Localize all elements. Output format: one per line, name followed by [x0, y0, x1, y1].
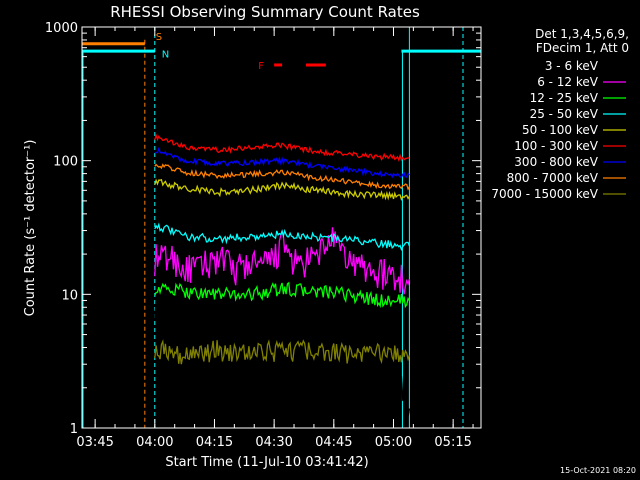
y-tick-label: 10	[61, 288, 78, 303]
series-line	[154, 339, 411, 365]
x-tick-label: 04:15	[196, 435, 233, 450]
series-line	[154, 222, 411, 252]
y-axis-label: Count Rate (s⁻¹ detector⁻¹)	[23, 140, 38, 317]
legend-entry-label: 6 - 12 keV	[537, 75, 599, 89]
legend-entry-label: 100 - 300 keV	[514, 139, 598, 153]
legend-entry-label: 7000 - 15000 keV	[491, 187, 598, 201]
legend-header-line: Det 1,3,4,5,6,9,	[535, 27, 629, 41]
chart-title: RHESSI Observing Summary Count Rates	[110, 3, 420, 21]
x-tick-label: 04:45	[315, 435, 352, 450]
legend-entry-label: 800 - 7000 keV	[507, 171, 599, 185]
legend-entry-label: 3 - 6 keV	[545, 59, 599, 73]
y-tick-label: 1000	[45, 21, 78, 36]
x-tick-label: 05:15	[434, 435, 471, 450]
series-line	[154, 146, 410, 179]
legend-entry-label: 25 - 50 keV	[530, 107, 599, 121]
series-line	[154, 236, 411, 417]
chart-marks	[154, 133, 411, 417]
series-line	[154, 133, 410, 162]
series-line	[154, 163, 410, 191]
y-tick-label: 1	[70, 422, 78, 437]
plot-area: SN F	[82, 27, 481, 428]
annotation-label: F	[258, 61, 264, 72]
series-line	[154, 178, 410, 202]
series-line	[154, 281, 410, 309]
x-tick-label: 03:45	[76, 435, 113, 450]
legend-entry-label: 50 - 100 keV	[522, 123, 599, 137]
x-axis-label: Start Time (11-Jul-10 03:41:42)	[165, 455, 368, 470]
generation-date: 15-Oct-2021 08:20	[560, 466, 636, 475]
legend-entry-label: 300 - 800 keV	[514, 155, 598, 169]
legend: Det 1,3,4,5,6,9,FDecim 1, Att 0 3 - 6 keV…	[491, 27, 629, 201]
legend-header-line: FDecim 1, Att 0	[536, 41, 629, 55]
x-tick-label: 04:30	[255, 435, 292, 450]
axes-frame	[81, 26, 482, 429]
x-tick-label: 04:00	[136, 435, 173, 450]
axes: 1 10 100 1000 03:45 04:00 04:15 04:30 04:45 05:00…	[45, 21, 482, 450]
annotation-label: S	[156, 32, 162, 43]
legend-entry-label: 12 - 25 keV	[530, 91, 599, 105]
annotation-label: N	[162, 50, 169, 61]
y-tick-label: 100	[53, 155, 78, 170]
x-tick-label: 05:00	[375, 435, 412, 450]
